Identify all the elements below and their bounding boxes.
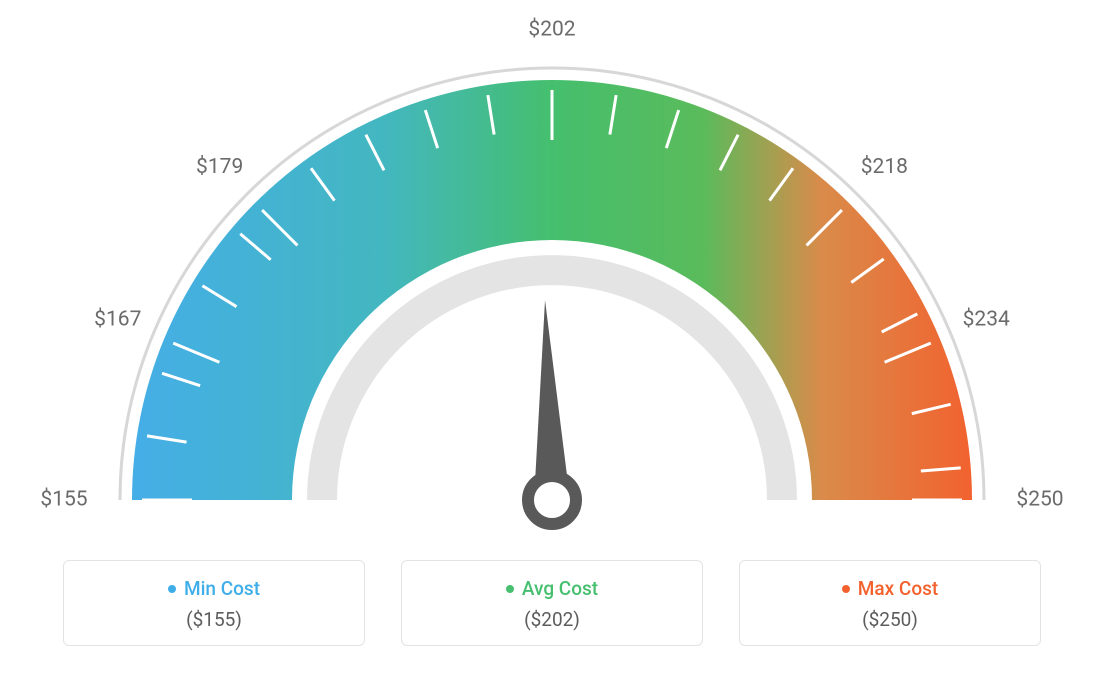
gauge-tick-label: $179 — [196, 155, 243, 179]
legend-card: Avg Cost ($202) — [401, 560, 703, 646]
legend-card: Min Cost ($155) — [63, 560, 365, 646]
gauge-svg: $155 $167 $179 $202 $218 $234 $250 — [0, 0, 1104, 560]
gauge-tick-label: $202 — [528, 18, 575, 42]
legend-dot-icon — [506, 585, 514, 593]
gauge-needle-hub — [528, 476, 576, 524]
legend-value: ($202) — [402, 608, 702, 631]
gauge-tick-label: $218 — [861, 155, 908, 179]
legend-title-text: Max Cost — [858, 577, 938, 600]
legend-title-text: Avg Cost — [522, 577, 598, 600]
legend-title-text: Min Cost — [184, 577, 260, 600]
legend-value: ($250) — [740, 608, 1040, 631]
gauge-tick-label: $155 — [40, 488, 87, 512]
gauge-tick-label: $234 — [963, 308, 1010, 332]
gauge-chart: $155 $167 $179 $202 $218 $234 $250 — [0, 0, 1104, 560]
legend-title: Avg Cost — [402, 577, 702, 600]
legend-dot-icon — [168, 585, 176, 593]
legend-value: ($155) — [64, 608, 364, 631]
legend-title: Max Cost — [740, 577, 1040, 600]
gauge-tick-label: $250 — [1016, 488, 1063, 512]
legend-dot-icon — [842, 585, 850, 593]
legend-card: Max Cost ($250) — [739, 560, 1041, 646]
legend-row: Min Cost ($155) Avg Cost ($202) Max Cost ($25… — [0, 560, 1104, 646]
gauge-tick-label: $167 — [94, 308, 141, 332]
legend-title: Min Cost — [64, 577, 364, 600]
